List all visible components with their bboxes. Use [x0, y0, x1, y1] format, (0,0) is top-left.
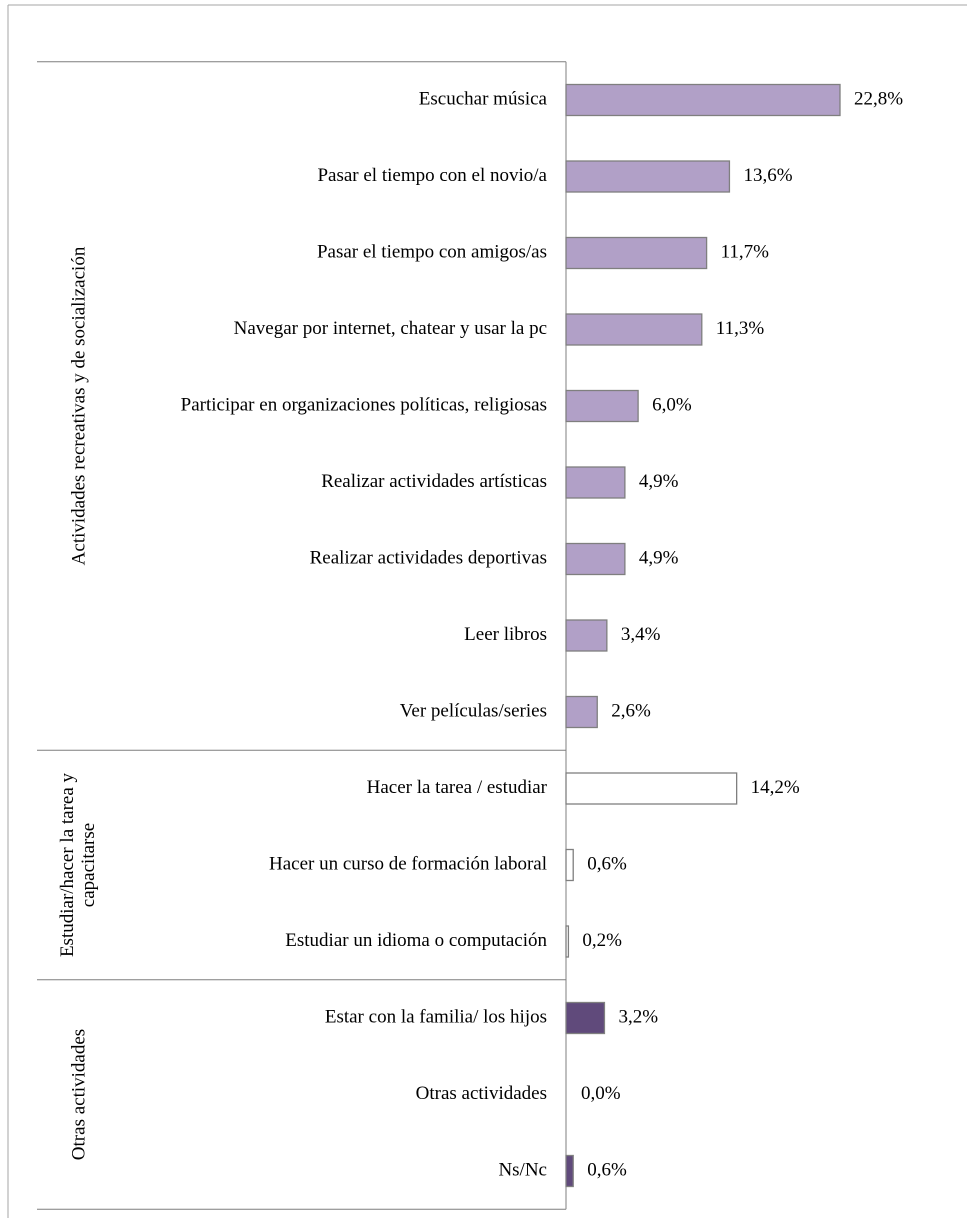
- data-label: 11,7%: [721, 241, 770, 262]
- category-label: Pasar el tiempo con amigos/as: [317, 241, 547, 262]
- data-label: 6,0%: [652, 394, 692, 415]
- data-label: 0,6%: [587, 853, 627, 874]
- data-label: 2,6%: [611, 700, 651, 721]
- bar: [565, 236, 708, 270]
- data-label: 0,2%: [582, 930, 622, 951]
- data-label: 11,3%: [716, 318, 765, 339]
- bar: [565, 160, 731, 193]
- bar: [565, 695, 598, 729]
- bar: [565, 1154, 574, 1188]
- data-label: 22,8%: [854, 88, 903, 109]
- bar: [565, 466, 626, 499]
- bar: [565, 848, 574, 882]
- category-label: Realizar actividades deportivas: [310, 547, 547, 568]
- category-label: Escuchar música: [419, 88, 548, 109]
- data-label: 3,2%: [618, 1006, 658, 1027]
- category-label: Participar en organizaciones políticas, …: [181, 394, 547, 415]
- category-label: Realizar actividades artísticas: [321, 471, 547, 492]
- bar: [565, 772, 738, 805]
- bar: [565, 83, 841, 117]
- data-label: 14,2%: [751, 777, 800, 798]
- data-label: 13,6%: [743, 165, 792, 186]
- category-label: Navegar por internet, chatear y usar la …: [234, 318, 547, 339]
- category-label: Leer libros: [464, 624, 547, 645]
- group-label: Actividades recreativas y de socializaci…: [68, 246, 89, 565]
- category-label: Estudiar un idioma o computación: [285, 930, 547, 951]
- bar: [565, 1001, 606, 1035]
- group-label: capacitarse: [78, 823, 99, 907]
- category-label: Otras actividades: [416, 1083, 547, 1104]
- category-label: Pasar el tiempo con el novio/a: [317, 165, 547, 186]
- data-label: 0,6%: [587, 1159, 627, 1180]
- data-label: 0,0%: [581, 1083, 621, 1104]
- category-label: Ns/Nc: [498, 1159, 547, 1180]
- bar: [565, 542, 626, 576]
- group-label: Estudiar/hacer la tarea y: [57, 772, 78, 957]
- category-label: Ver películas/series: [400, 700, 547, 721]
- data-label: 4,9%: [639, 547, 679, 568]
- category-label: Estar con la familia/ los hijos: [325, 1006, 547, 1027]
- bar: [565, 389, 639, 423]
- category-label: Hacer un curso de formación laboral: [269, 853, 547, 874]
- category-label: Hacer la tarea / estudiar: [367, 777, 548, 798]
- data-label: 3,4%: [621, 624, 661, 645]
- bar: [565, 619, 608, 652]
- group-label: Otras actividades: [68, 1029, 89, 1160]
- data-label: 4,9%: [639, 471, 679, 492]
- bar: [565, 313, 703, 346]
